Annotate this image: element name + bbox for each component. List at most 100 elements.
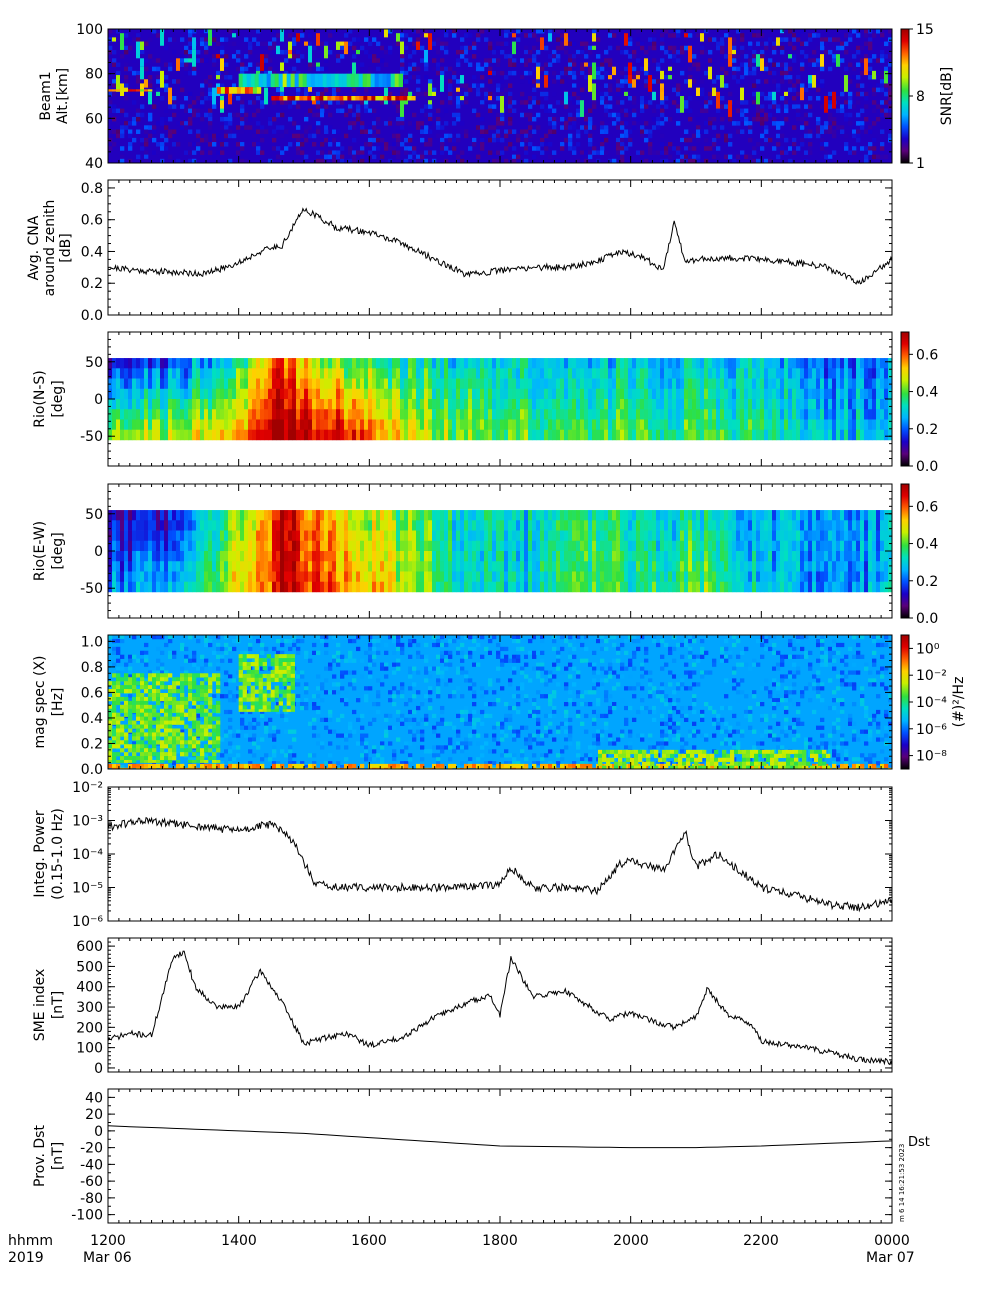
snr-noise-cell (864, 154, 869, 160)
snr-noise-cell (204, 45, 209, 51)
snr-noise-cell (616, 91, 621, 97)
snr-noise-cell (440, 137, 445, 143)
rio-cell (192, 378, 197, 390)
rio-cell (844, 388, 849, 400)
rio-cell (640, 358, 645, 369)
rio-cell (712, 419, 717, 431)
rio-cell (812, 399, 817, 410)
rio-cell (272, 419, 277, 431)
rio-cell (240, 540, 245, 552)
snr-noise-cell (436, 66, 441, 72)
snr-noise-cell (324, 129, 329, 134)
snr-noise-cell (820, 125, 825, 130)
rio-cell (368, 388, 373, 400)
rio-cell (128, 520, 133, 531)
rio-cell (888, 419, 893, 431)
rio-cell (864, 368, 869, 379)
rio-cell (776, 419, 781, 431)
rio-cell (548, 399, 553, 410)
snr-noise-cell (704, 33, 709, 38)
rio-cell (240, 368, 245, 379)
snr-echo-cell (224, 87, 230, 94)
rio-cell (336, 409, 341, 420)
snr-speckle (220, 58, 224, 71)
rio-cell (616, 378, 621, 390)
snr-noise-cell (556, 37, 561, 42)
snr-noise-cell (748, 125, 753, 130)
rio-cell (348, 378, 353, 390)
rio-cell (756, 419, 761, 431)
snr-speckle (564, 91, 568, 105)
snr-speckle (592, 83, 596, 101)
snr-noise-cell (800, 142, 805, 147)
rio-cell (144, 561, 149, 572)
snr-noise-cell (644, 137, 649, 143)
snr-noise-cell (548, 154, 553, 160)
rio-cell (348, 399, 353, 410)
snr-noise-cell (452, 75, 457, 80)
snr-noise-cell (412, 29, 417, 34)
snr-noise-cell (172, 112, 177, 118)
snr-noise-cell (244, 37, 249, 42)
snr-echo-cell (291, 96, 296, 101)
snr-noise-cell (884, 154, 889, 160)
snr-noise-cell (352, 154, 357, 160)
rio-cell (248, 358, 253, 369)
rio-cell (340, 388, 345, 400)
snr-noise-cell (828, 100, 833, 105)
snr-noise-cell (196, 108, 201, 114)
rio-cell (128, 429, 133, 441)
rio-cell (740, 399, 745, 410)
rio-cell (684, 429, 689, 441)
rio-cell (184, 510, 189, 521)
rio-cell (140, 399, 145, 410)
rio-cell (880, 378, 885, 390)
snr-noise-cell (776, 87, 781, 93)
rio-cell (204, 399, 209, 410)
snr-ylabel-line1: Beam1 (38, 71, 54, 120)
rio-cell (660, 368, 665, 379)
rio-cell (884, 399, 889, 410)
snr-noise-cell (532, 154, 537, 160)
rio-cell (868, 419, 873, 431)
snr-noise-cell (752, 54, 757, 59)
snr-noise-cell (604, 49, 609, 55)
snr-noise-cell (396, 29, 401, 34)
rio-cell (684, 378, 689, 390)
rio-cell (668, 399, 673, 410)
snr-noise-cell (508, 100, 513, 105)
rio-cell (244, 551, 249, 562)
rio-cell (524, 368, 529, 379)
rio-cell (784, 368, 789, 379)
snr-echo-cell (339, 96, 344, 101)
snr-speckle (428, 33, 432, 50)
snr-echo-cell (323, 96, 328, 101)
rio-cell (428, 368, 433, 379)
rio-cell (604, 399, 609, 410)
snr-noise-cell (868, 66, 873, 72)
rio-cell (112, 419, 117, 431)
snr-noise-cell (784, 125, 789, 130)
snr-ylabel-line2: Alt.[km] (55, 68, 71, 124)
rio-cell (228, 429, 233, 441)
rio-cell (784, 429, 789, 441)
snr-echo-cell (303, 96, 308, 101)
rio-cell (192, 551, 197, 562)
snr-noise-cell (592, 100, 597, 105)
rio-cell (164, 409, 169, 420)
rio-cell (800, 409, 805, 420)
rio-cell (704, 358, 709, 369)
snr-noise-cell (804, 104, 809, 109)
snr-noise-cell (872, 146, 877, 151)
rio-cell (236, 551, 241, 562)
rio-cell (672, 388, 677, 400)
snr-noise-cell (168, 37, 173, 42)
rio-cell (220, 358, 225, 369)
snr-noise-cell (864, 29, 869, 34)
rio-cell (192, 358, 197, 369)
rio-cell (160, 399, 165, 410)
snr-noise-cell (228, 41, 233, 47)
snr-noise-cell (388, 49, 393, 55)
rio-cell (152, 561, 157, 572)
